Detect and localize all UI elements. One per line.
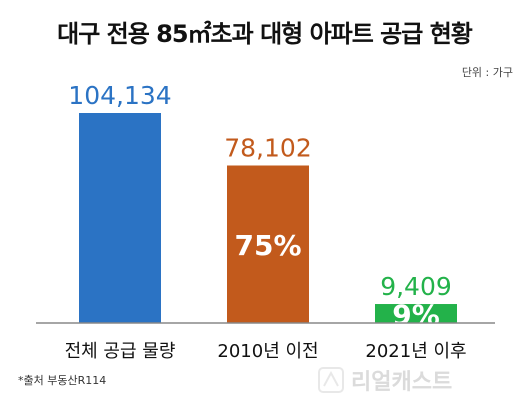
value-label-2: 78,102: [224, 133, 311, 162]
bar-3: [375, 304, 457, 323]
category-label-2: 2010년 이전: [217, 341, 318, 362]
watermark-text: 리얼캐스트: [351, 370, 452, 395]
source-note: *출처 부동산R114: [18, 374, 107, 387]
share-label-2: 75%: [234, 229, 301, 262]
watermark-logo: 리얼캐스트: [318, 367, 452, 395]
chart-title: 대구 전용 85㎡초과 대형 아파트 공급 현황: [57, 20, 473, 48]
value-label-1: 104,134: [68, 81, 171, 110]
category-label-1: 전체 공급 물량: [65, 341, 176, 362]
share-label-3: 9%: [392, 299, 440, 332]
value-label-3: 9,409: [380, 272, 452, 301]
unit-label: 단위 : 가구: [461, 66, 513, 79]
category-label-3: 2021년 이후: [365, 341, 466, 362]
bar-1: [79, 113, 161, 323]
bar-2: [227, 165, 309, 323]
